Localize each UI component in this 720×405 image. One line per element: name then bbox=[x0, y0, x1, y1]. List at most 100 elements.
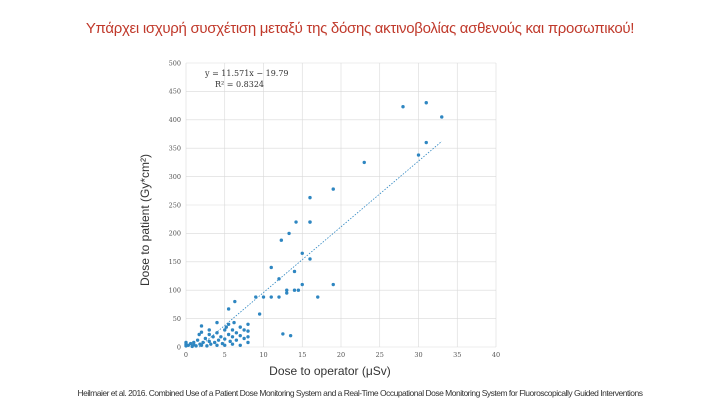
data-point bbox=[195, 338, 200, 342]
data-point bbox=[215, 331, 219, 335]
data-point bbox=[269, 265, 273, 270]
data-point bbox=[223, 343, 227, 347]
data-point bbox=[230, 342, 235, 346]
x-tick-label: 25 bbox=[376, 351, 384, 359]
data-point bbox=[288, 333, 293, 338]
data-point bbox=[269, 295, 273, 299]
data-point bbox=[215, 320, 219, 325]
y-tick-label: 150 bbox=[169, 258, 181, 266]
data-point bbox=[199, 324, 204, 328]
slide-title: Υπάρχει ισχυρή συσχέτιση μεταξύ της δόση… bbox=[85, 20, 635, 37]
data-point bbox=[292, 269, 297, 274]
data-point bbox=[246, 340, 250, 345]
x-tick-label: 35 bbox=[453, 351, 461, 359]
data-point bbox=[238, 333, 242, 338]
data-point bbox=[215, 343, 219, 347]
data-point bbox=[424, 140, 428, 145]
y-tick-label: 0 bbox=[177, 343, 181, 351]
y-tick-label: 450 bbox=[169, 88, 181, 96]
y-tick-label: 300 bbox=[169, 173, 181, 181]
data-point bbox=[416, 153, 421, 157]
x-tick-label: 40 bbox=[492, 351, 500, 359]
trendline bbox=[198, 141, 443, 348]
data-point bbox=[308, 220, 312, 224]
data-point bbox=[230, 335, 235, 339]
data-point bbox=[203, 336, 208, 341]
data-point bbox=[300, 251, 304, 255]
data-point bbox=[261, 295, 266, 299]
grid-layer bbox=[185, 62, 497, 348]
trendline-r2: R² = 0.8324 bbox=[215, 80, 265, 89]
y-tick-label: 50 bbox=[173, 315, 181, 323]
data-point bbox=[211, 335, 215, 339]
data-point bbox=[194, 344, 198, 348]
data-point bbox=[226, 307, 231, 311]
x-tick-label: 10 bbox=[259, 351, 267, 359]
x-tick-label: 0 bbox=[184, 351, 188, 359]
data-point bbox=[279, 238, 284, 242]
data-point bbox=[207, 332, 211, 337]
data-point bbox=[292, 288, 297, 292]
x-axis-label: Dose to operator (μSv) bbox=[269, 364, 391, 378]
data-point bbox=[287, 231, 291, 236]
data-point bbox=[285, 291, 289, 295]
data-point bbox=[228, 339, 232, 344]
y-tick-label: 400 bbox=[169, 116, 181, 124]
data-point bbox=[401, 105, 405, 109]
data-point bbox=[238, 343, 242, 347]
data-point bbox=[300, 282, 304, 287]
data-point bbox=[199, 330, 204, 334]
data-point bbox=[197, 332, 201, 337]
data-point bbox=[424, 101, 428, 105]
y-tick-label: 100 bbox=[169, 287, 181, 295]
data-point bbox=[294, 220, 298, 224]
citation: Heilmaier et al. 2016. Combined Use of a… bbox=[77, 388, 643, 398]
data-point bbox=[234, 338, 239, 342]
data-point bbox=[254, 295, 258, 299]
data-point bbox=[184, 340, 188, 345]
point-layer bbox=[184, 101, 444, 349]
data-point bbox=[277, 295, 281, 299]
data-point bbox=[257, 312, 262, 316]
data-point bbox=[362, 160, 366, 165]
data-point bbox=[246, 329, 250, 333]
y-axis-label: Dose to patient (Gy*cm²) bbox=[138, 153, 152, 287]
data-point bbox=[220, 341, 225, 346]
data-point bbox=[223, 328, 227, 332]
data-point bbox=[207, 339, 211, 344]
x-tick-label: 20 bbox=[337, 351, 345, 359]
data-point bbox=[277, 277, 281, 281]
y-tick-label: 200 bbox=[169, 230, 181, 238]
data-point bbox=[296, 288, 301, 292]
data-point bbox=[331, 187, 335, 191]
data-point bbox=[226, 322, 231, 326]
y-tick-label: 350 bbox=[169, 145, 181, 153]
data-point bbox=[199, 343, 204, 347]
data-point bbox=[281, 332, 285, 336]
data-point bbox=[331, 282, 335, 287]
data-point bbox=[285, 288, 289, 292]
data-point bbox=[216, 338, 221, 342]
data-point bbox=[212, 340, 217, 345]
data-point bbox=[440, 115, 444, 119]
data-point bbox=[205, 344, 209, 348]
x-tick-label: 15 bbox=[298, 351, 306, 359]
data-point bbox=[246, 322, 250, 326]
data-point bbox=[224, 325, 228, 329]
data-point bbox=[234, 331, 239, 335]
data-point bbox=[219, 335, 223, 339]
data-point bbox=[308, 257, 312, 261]
data-point bbox=[232, 320, 236, 325]
data-point bbox=[242, 336, 246, 341]
data-point bbox=[209, 342, 213, 346]
x-tick-label: 30 bbox=[414, 351, 422, 359]
data-point bbox=[316, 295, 320, 299]
x-tick-label: 5 bbox=[223, 351, 227, 359]
data-point bbox=[233, 299, 237, 304]
trendline-equation: y = 11.571x − 19.79 bbox=[205, 69, 289, 78]
data-point bbox=[238, 325, 242, 329]
trendline-equation-box: y = 11.571x − 19.79 R² = 0.8324 bbox=[205, 68, 289, 90]
trendline-layer bbox=[198, 141, 443, 348]
y-tick-label: 500 bbox=[169, 59, 181, 67]
data-point bbox=[207, 328, 211, 332]
